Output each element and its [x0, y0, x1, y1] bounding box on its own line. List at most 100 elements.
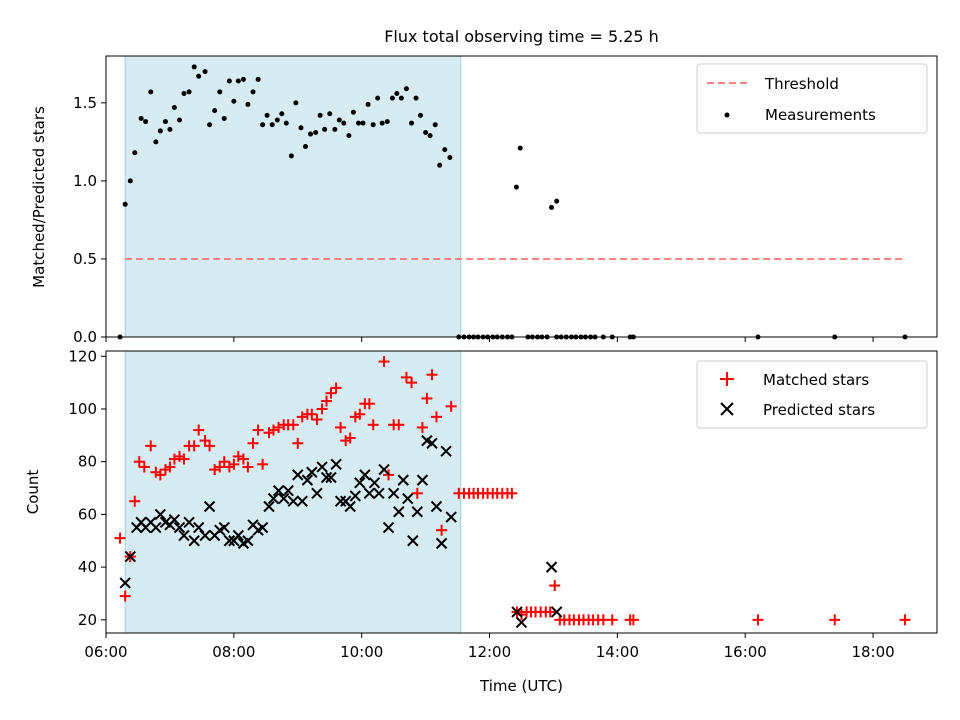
x-tick-label: 06:00 — [84, 643, 127, 661]
predicted-star-point — [311, 487, 323, 500]
predicted-star-point — [349, 490, 362, 502]
measurement-point — [269, 122, 275, 128]
x-tick-label: 14:00 — [596, 643, 639, 661]
predicted-star-point — [267, 492, 280, 505]
measurement-point — [379, 120, 385, 126]
y-tick-label: 80 — [78, 453, 97, 471]
measurement-point — [384, 119, 390, 125]
legend-measurements-swatch — [724, 112, 730, 118]
predicted-star-point — [150, 521, 162, 534]
predicted-star-point — [407, 535, 419, 547]
measurement-point — [293, 100, 299, 106]
measurement-point — [332, 126, 338, 132]
predicted-star-point — [263, 500, 275, 513]
predicted-star-point — [316, 461, 328, 473]
x-tick-label: 12:00 — [468, 643, 511, 661]
measurement-point — [191, 64, 197, 70]
matched-star-point — [311, 414, 323, 426]
legend-predicted-label: Predicted stars — [763, 401, 875, 419]
matched-star-point — [829, 614, 841, 626]
bottom-x-ticks: 06:00 08:00 10:00 12:00 14:00 16:00 18:00 — [84, 633, 895, 661]
measurement-point — [447, 154, 453, 160]
matched-star-point — [506, 487, 518, 499]
legend-matched-label: Matched stars — [763, 371, 869, 389]
y-tick-label: 0.5 — [73, 250, 97, 268]
matched-star-point — [627, 614, 639, 626]
measurement-point — [235, 78, 241, 84]
measurement-point — [221, 115, 227, 121]
matched-star-point — [321, 395, 333, 407]
matched-star-point — [330, 382, 342, 394]
y-tick-label: 60 — [78, 505, 97, 523]
measurement-point — [298, 125, 304, 131]
measurement-point — [394, 90, 400, 96]
measurement-point — [217, 89, 223, 95]
predicted-star-point — [440, 445, 452, 457]
measurement-point — [196, 73, 202, 79]
measurement-point — [365, 101, 371, 107]
matched-star-point — [436, 524, 448, 536]
predicted-star-point — [119, 577, 131, 589]
predicted-stars-points — [119, 434, 563, 629]
measurement-point — [167, 126, 173, 132]
measurement-point — [279, 111, 285, 117]
x-axis-label: Time (UTC) — [479, 677, 563, 695]
measurement-point — [375, 95, 381, 101]
measurement-point — [162, 119, 168, 125]
measurement-point — [336, 117, 342, 123]
measurement-point — [143, 119, 149, 125]
matched-star-point — [133, 456, 145, 468]
predicted-star-point — [393, 506, 405, 518]
predicted-star-point — [416, 474, 429, 486]
bottom-legend: Matched stars Predicted stars — [696, 360, 928, 429]
predicted-star-point — [199, 529, 211, 542]
measurement-point — [207, 122, 213, 128]
predicted-star-point — [411, 506, 424, 518]
matched-stars-points — [114, 356, 911, 626]
measurement-point — [153, 139, 159, 145]
top-legend: Threshold Measurements — [696, 63, 928, 134]
matched-star-point — [209, 464, 221, 476]
x-tick-label: 10:00 — [340, 643, 383, 661]
predicted-star-point — [378, 463, 390, 476]
matched-star-point — [367, 419, 379, 431]
matched-star-point — [164, 461, 176, 473]
predicted-star-point — [368, 477, 381, 489]
measurement-point — [341, 120, 347, 126]
measurement-point — [313, 129, 319, 135]
matched-star-point — [516, 609, 527, 621]
matched-star-point — [138, 461, 150, 473]
matched-star-point — [296, 411, 308, 423]
matched-star-point — [273, 421, 285, 433]
matched-star-point — [129, 495, 141, 507]
predicted-star-point — [354, 477, 366, 489]
matched-star-point — [247, 437, 259, 449]
predicted-star-point — [545, 561, 558, 573]
predicted-star-point — [203, 500, 216, 513]
y-tick-label: 40 — [78, 558, 97, 576]
x-tick-label: 16:00 — [724, 643, 767, 661]
predicted-star-point — [232, 529, 245, 542]
matched-star-point — [899, 614, 911, 626]
measurement-point — [226, 78, 232, 84]
bottom-y-axis-label: Count — [24, 470, 42, 515]
measurement-point — [127, 178, 133, 184]
predicted-star-point — [242, 535, 254, 547]
predicted-star-point — [192, 521, 205, 534]
matched-star-point — [188, 440, 200, 452]
measurement-point — [157, 128, 163, 134]
predicted-star-point — [173, 521, 186, 534]
measurement-point — [549, 204, 555, 210]
measurement-point — [260, 122, 266, 128]
measurement-point — [240, 76, 246, 82]
measurement-point — [317, 112, 323, 118]
matched-star-point — [354, 408, 366, 420]
matched-star-point — [154, 469, 166, 481]
predicted-star-point — [287, 495, 300, 507]
measurement-point — [212, 108, 218, 114]
matched-star-point — [426, 369, 438, 381]
matched-star-point — [232, 450, 244, 462]
matched-star-point — [228, 458, 240, 470]
legend-measurements-label: Measurements — [765, 106, 876, 124]
matched-star-point — [257, 458, 269, 470]
